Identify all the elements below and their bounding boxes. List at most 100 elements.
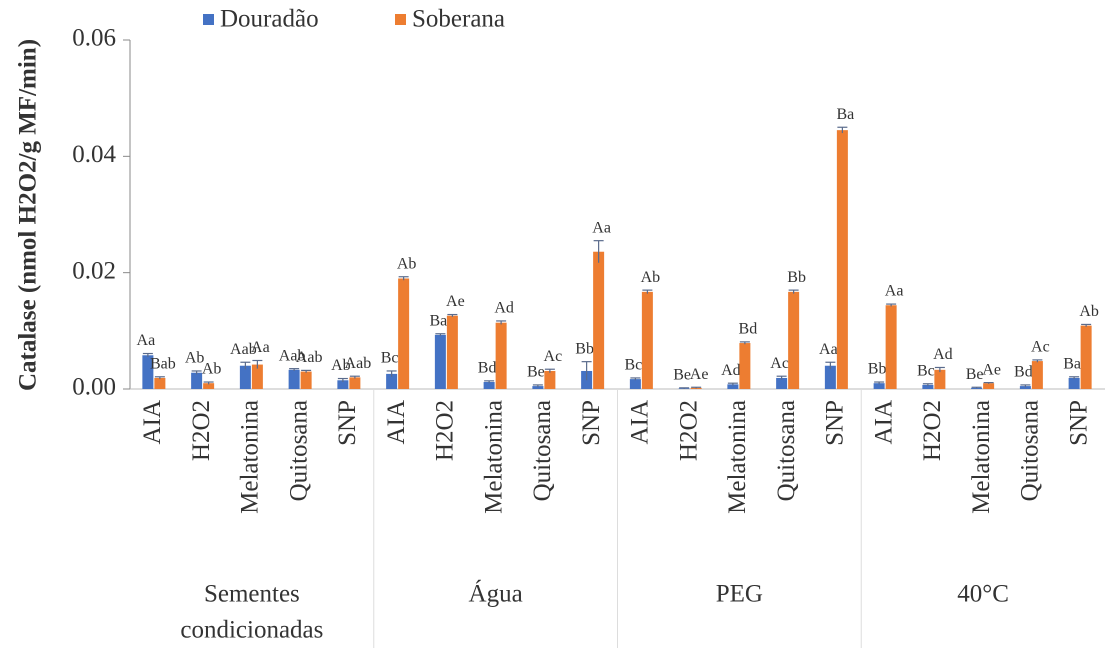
data-label: Ae xyxy=(446,293,465,310)
x-tick-label: H2O2 xyxy=(919,400,946,461)
x-tick-label: Melatonina xyxy=(480,400,507,514)
data-label: Be xyxy=(673,367,691,384)
data-label: Bc xyxy=(381,350,399,367)
x-tick-label: AIA xyxy=(870,400,897,444)
data-label: Be xyxy=(527,364,545,381)
bar xyxy=(776,377,788,389)
x-tick-label: Melatonina xyxy=(724,400,751,514)
bar xyxy=(300,371,312,389)
x-tick-label: H2O2 xyxy=(188,400,215,461)
data-label: Bd xyxy=(739,321,758,338)
data-label: Bb xyxy=(787,269,806,286)
y-tick-label: 0.00 xyxy=(72,374,116,401)
bar xyxy=(386,373,398,389)
data-label: Be xyxy=(966,366,984,383)
data-label: Aa xyxy=(137,332,156,349)
data-label: Bd xyxy=(478,360,497,377)
group-label: PEG xyxy=(716,581,763,608)
y-tick-label: 0.02 xyxy=(72,257,116,284)
bar xyxy=(788,291,800,389)
x-tick-label: SNP xyxy=(334,400,361,446)
data-label: Bab xyxy=(150,355,176,372)
bar xyxy=(337,380,349,389)
x-tick-label: Melatonina xyxy=(968,400,995,514)
bar xyxy=(934,369,946,389)
data-label: Ab xyxy=(641,269,661,286)
data-label: Ba xyxy=(429,312,447,329)
data-label: Bb xyxy=(575,340,594,357)
data-label: Ac xyxy=(1031,339,1050,356)
data-label: Bd xyxy=(1014,364,1033,381)
bar xyxy=(1031,361,1043,389)
data-label: Ad xyxy=(933,346,953,363)
data-label: Ae xyxy=(982,361,1001,378)
x-tick-label: H2O2 xyxy=(675,400,702,461)
group-label: Água xyxy=(469,580,523,608)
data-label: Aab xyxy=(279,347,306,364)
data-label: Ad xyxy=(721,362,741,379)
legend-label: Soberana xyxy=(412,6,505,33)
x-tick-label: AIA xyxy=(627,400,654,444)
bar xyxy=(154,377,166,389)
data-label: Ab xyxy=(331,357,351,374)
data-label: Aa xyxy=(819,341,838,358)
group-label: Sementes xyxy=(204,581,300,608)
y-tick-label: 0.04 xyxy=(72,141,116,168)
x-tick-label: SNP xyxy=(822,400,849,446)
data-label: Bc xyxy=(917,362,935,379)
x-tick-label: Quitosana xyxy=(773,400,800,501)
bar xyxy=(495,322,507,389)
bar xyxy=(1019,386,1031,389)
data-label: Ab xyxy=(1079,303,1099,320)
data-label: Ab xyxy=(202,361,222,378)
bar xyxy=(824,365,836,389)
x-tick-label: Quitosana xyxy=(285,400,312,501)
bar xyxy=(191,372,203,389)
data-label: Aab xyxy=(345,355,372,372)
x-tick-label: SNP xyxy=(578,400,605,446)
legend-label: Douradão xyxy=(220,6,319,33)
bar xyxy=(629,379,641,389)
bar xyxy=(532,386,544,389)
x-tick-label: Melatonina xyxy=(237,400,264,514)
legend-swatch xyxy=(203,14,214,25)
bar xyxy=(398,278,410,389)
bar xyxy=(288,369,300,389)
data-label: Ad xyxy=(494,300,514,317)
bar xyxy=(873,383,885,389)
data-label: Bb xyxy=(868,361,887,378)
data-label: Ba xyxy=(1063,355,1081,372)
bar xyxy=(1068,377,1080,389)
bar xyxy=(142,355,154,389)
bar xyxy=(446,315,458,389)
bar xyxy=(727,384,739,389)
y-axis-title: Catalase (nmol H2O2/g MF/min) xyxy=(15,39,42,391)
data-label: Ab xyxy=(397,255,417,272)
bar xyxy=(349,377,361,389)
y-tick-label: 0.06 xyxy=(72,25,116,52)
bar xyxy=(836,130,848,390)
data-label: Aab xyxy=(230,341,257,358)
bar xyxy=(483,382,495,389)
bar xyxy=(203,383,215,389)
x-tick-label: Quitosana xyxy=(1017,400,1044,501)
bar xyxy=(885,305,897,389)
x-tick-label: SNP xyxy=(1065,400,1092,446)
data-label: Ac xyxy=(544,348,563,365)
bar xyxy=(983,383,995,389)
data-label: Aa xyxy=(592,219,611,236)
data-label: Aa xyxy=(885,283,904,300)
bar xyxy=(544,370,556,389)
legend-swatch xyxy=(395,14,406,25)
x-tick-label: AIA xyxy=(139,400,166,444)
data-label: Ba xyxy=(836,106,854,123)
x-tick-label: AIA xyxy=(383,400,410,444)
bar xyxy=(593,251,605,389)
bar xyxy=(251,364,263,389)
group-label: 40°C xyxy=(957,581,1009,608)
bar xyxy=(922,384,934,389)
bar xyxy=(739,343,751,389)
data-label: Bc xyxy=(624,357,642,374)
data-label: Ae xyxy=(690,366,709,383)
